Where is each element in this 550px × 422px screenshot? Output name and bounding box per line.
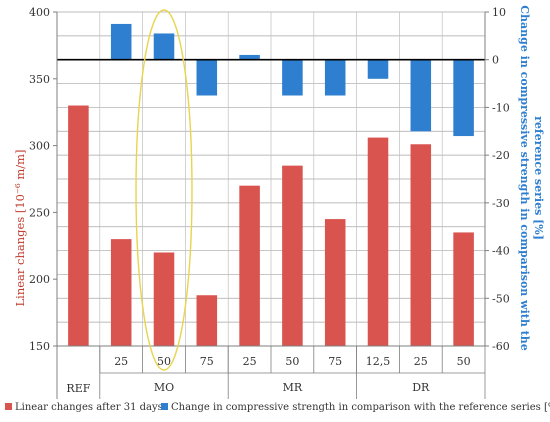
group-label: REF xyxy=(66,382,90,395)
y-axis-left-title: Linear changes [10⁻⁶ m/m] xyxy=(13,150,27,307)
group-label: MO xyxy=(154,381,174,394)
y-tick-label-right: -50 xyxy=(492,292,510,305)
category-tick-label: 50 xyxy=(457,355,471,368)
legend-swatch-compressive-strength xyxy=(161,403,168,410)
highlight-ellipse-shape xyxy=(135,9,193,371)
bar-linear-changes xyxy=(239,185,260,346)
bar-linear-changes xyxy=(282,165,303,346)
y-tick-label-left: 400 xyxy=(29,6,50,19)
y-axis-right-title-line-2: reference series [%] xyxy=(532,116,545,240)
compressive-strength-bars xyxy=(110,23,474,137)
y-tick-label-left: 150 xyxy=(29,340,50,353)
y-tick-label-right: -30 xyxy=(492,197,510,210)
bar-linear-changes xyxy=(367,137,389,346)
category-axis: 25 50 75 25 50 75 12,5 25 50 REF MO MR DR xyxy=(56,346,486,399)
y-tick-label-right: 10 xyxy=(492,6,506,19)
bar-compressive-strength xyxy=(110,23,132,60)
bar-compressive-strength xyxy=(153,33,175,60)
legend-swatch-linear-changes xyxy=(5,403,12,410)
y-tick-label-right: -10 xyxy=(492,101,510,114)
bar-linear-changes xyxy=(324,219,346,346)
bar-compressive-strength xyxy=(453,59,474,137)
y-tick-label-right: -60 xyxy=(492,340,510,353)
bar-compressive-strength xyxy=(196,59,218,96)
bar-linear-changes xyxy=(153,252,175,346)
linear-changes-bars xyxy=(68,105,474,347)
legend-label-compressive-strength: Change in compressive strength in compar… xyxy=(171,402,550,413)
y-tick-label-left: 350 xyxy=(29,73,50,86)
bar-linear-changes xyxy=(453,232,474,346)
group-label: DR xyxy=(412,381,430,394)
y-tick-label-right: -20 xyxy=(492,149,510,162)
group-label: MR xyxy=(283,381,303,394)
y-tick-label-left: 300 xyxy=(29,140,50,153)
bar-compressive-strength xyxy=(324,59,346,96)
category-tick-label: 75 xyxy=(328,355,342,368)
bar-compressive-strength xyxy=(239,54,260,60)
y-tick-label-right: -40 xyxy=(492,245,510,258)
y-axis-right-title-line-1: Change in compressive strength in compar… xyxy=(518,5,531,350)
category-tick-label: 25 xyxy=(414,355,428,368)
category-tick-label: 25 xyxy=(243,355,257,368)
bar-linear-changes xyxy=(110,239,132,346)
axes: 150 200 250 300 350 400 -60 -50 -40 -30 -20 -10 0 10 xyxy=(29,6,510,353)
category-tick-label: 12,5 xyxy=(366,355,391,368)
bar-linear-changes xyxy=(68,105,89,347)
category-tick-label: 75 xyxy=(200,355,214,368)
bar-compressive-strength xyxy=(367,59,389,79)
bar-linear-changes xyxy=(196,295,218,346)
category-tick-label: 25 xyxy=(114,355,128,368)
y-tick-label-left: 250 xyxy=(29,206,50,219)
legend: Linear changes after 31 days Change in c… xyxy=(5,402,550,413)
category-tick-label: 50 xyxy=(157,355,171,368)
legend-label-linear-changes: Linear changes after 31 days xyxy=(15,402,163,413)
bar-compressive-strength xyxy=(282,59,303,96)
y-tick-label-right: 0 xyxy=(492,54,499,67)
bar-compressive-strength xyxy=(410,59,432,132)
category-tick-label: 50 xyxy=(285,355,299,368)
bar-linear-changes xyxy=(410,144,432,346)
highlight-ellipse xyxy=(135,9,193,371)
y-tick-label-left: 200 xyxy=(29,273,50,286)
